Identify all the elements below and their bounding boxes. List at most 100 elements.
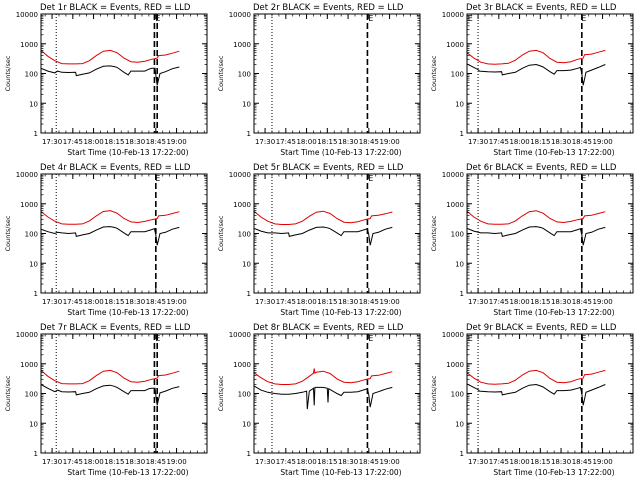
- x-tick-label: 18:00: [296, 458, 316, 466]
- detector-panel: Det 2r BLACK = Events, RED = LLD Counts/s…: [217, 3, 421, 157]
- detector-panel: Det 5r BLACK = Events, RED = LLD Counts/s…: [217, 163, 421, 317]
- y-tick-label: 10000: [16, 331, 38, 339]
- y-tick-label: 10000: [442, 11, 464, 19]
- x-tick-label: 18:45: [359, 298, 379, 306]
- x-tick-label: 17:45: [489, 298, 509, 306]
- x-tick-label: 17:30: [42, 458, 62, 466]
- event-marker-label: E: [581, 14, 586, 23]
- events-series-line: [254, 385, 393, 410]
- y-axis-label: Counts/sec: [217, 375, 225, 411]
- y-tick-label: 1: [34, 130, 38, 138]
- detector-panel: Det 8r BLACK = Events, RED = LLD Counts/s…: [217, 323, 421, 477]
- plot-area: [41, 174, 180, 293]
- x-tick-label: 17:30: [255, 138, 275, 146]
- x-axis-label: Start Time (10-Feb-13 17:22:00): [280, 308, 401, 317]
- plot-frame: [40, 13, 208, 134]
- x-tick-label: 18:45: [572, 138, 592, 146]
- event-marker-label: E: [468, 14, 473, 23]
- y-tick-label: 1000: [20, 201, 38, 209]
- x-tick-label: 17:30: [468, 458, 488, 466]
- y-tick-label: 10: [455, 420, 464, 428]
- y-tick-label: 10: [455, 100, 464, 108]
- y-tick-label: 10000: [16, 11, 38, 19]
- y-axis-label: Counts/sec: [4, 215, 12, 251]
- panel-title: Det 5r BLACK = Events, RED = LLD: [253, 163, 404, 173]
- x-tick-label: 19:00: [166, 138, 186, 146]
- x-tick-label: 18:00: [296, 298, 316, 306]
- y-tick-label: 1: [247, 450, 251, 458]
- lld-series-line: [467, 210, 606, 225]
- x-tick-label: 17:45: [489, 458, 509, 466]
- x-tick-label: 18:45: [146, 138, 166, 146]
- y-tick-label: 1: [460, 130, 464, 138]
- x-tick-label: 17:45: [276, 298, 296, 306]
- y-tick-label: 1000: [233, 41, 251, 49]
- plot-frame: [40, 333, 208, 454]
- event-marker-label: E: [368, 174, 373, 183]
- panel-title: Det 8r BLACK = Events, RED = LLD: [253, 323, 404, 333]
- event-marker-label: E: [368, 334, 373, 343]
- plot-frame: [466, 333, 634, 454]
- y-tick-label: 1: [247, 130, 251, 138]
- plot-area: [271, 14, 369, 133]
- y-tick-label: 1: [247, 290, 251, 298]
- plot-frame: [253, 13, 421, 134]
- x-axis-label: Start Time (10-Feb-13 17:22:00): [280, 148, 401, 157]
- y-tick-label: 100: [238, 391, 251, 399]
- events-series-line: [254, 226, 393, 246]
- detector-panel: Det 1r BLACK = Events, RED = LLD Counts/s…: [4, 3, 208, 157]
- y-tick-label: 100: [238, 231, 251, 239]
- x-tick-label: 18:00: [83, 298, 103, 306]
- y-tick-label: 10: [242, 260, 251, 268]
- x-tick-label: 18:30: [125, 458, 145, 466]
- y-tick-label: 1: [460, 450, 464, 458]
- x-tick-label: 17:45: [489, 138, 509, 146]
- x-tick-label: 17:45: [63, 138, 83, 146]
- y-tick-label: 1000: [233, 361, 251, 369]
- x-tick-label: 19:00: [379, 138, 399, 146]
- x-tick-label: 18:15: [104, 458, 124, 466]
- x-tick-label: 18:15: [530, 138, 550, 146]
- y-tick-label: 10: [242, 100, 251, 108]
- x-tick-label: 18:00: [296, 138, 316, 146]
- x-tick-label: 18:30: [338, 458, 358, 466]
- detector-panel: Det 9r BLACK = Events, RED = LLD Counts/s…: [430, 323, 634, 477]
- y-tick-label: 1000: [20, 361, 38, 369]
- y-tick-label: 1: [460, 290, 464, 298]
- x-axis-label: Start Time (10-Feb-13 17:22:00): [67, 468, 188, 477]
- x-tick-label: 18:45: [359, 458, 379, 466]
- y-axis-label: Counts/sec: [217, 215, 225, 251]
- y-tick-label: 1000: [446, 361, 464, 369]
- x-tick-label: 17:30: [42, 138, 62, 146]
- y-axis-label: Counts/sec: [4, 55, 12, 91]
- plot-area: [254, 334, 393, 453]
- x-tick-label: 19:00: [166, 458, 186, 466]
- event-marker-label: E: [581, 174, 586, 183]
- x-axis-label: Start Time (10-Feb-13 17:22:00): [67, 308, 188, 317]
- panel-title: Det 9r BLACK = Events, RED = LLD: [466, 323, 617, 333]
- lld-series-line: [467, 369, 606, 385]
- y-tick-label: 10: [242, 420, 251, 428]
- event-marker-label: E: [581, 334, 586, 343]
- x-tick-label: 18:15: [530, 458, 550, 466]
- y-tick-label: 10000: [229, 331, 251, 339]
- event-marker-label: E: [468, 334, 473, 343]
- detector-panel: Det 4r BLACK = Events, RED = LLD Counts/s…: [4, 163, 208, 317]
- x-tick-label: 17:30: [468, 298, 488, 306]
- x-tick-label: 17:30: [255, 458, 275, 466]
- lld-series-line: [41, 369, 180, 385]
- y-tick-label: 10000: [229, 11, 251, 19]
- x-tick-label: 17:45: [63, 298, 83, 306]
- y-axis-label: Counts/sec: [4, 375, 12, 411]
- plot-area: [467, 334, 606, 453]
- y-tick-label: 100: [25, 231, 38, 239]
- x-tick-label: 18:15: [317, 138, 337, 146]
- y-axis-label: Counts/sec: [430, 215, 438, 251]
- x-tick-label: 18:15: [317, 298, 337, 306]
- x-tick-label: 17:45: [63, 458, 83, 466]
- y-tick-label: 100: [238, 71, 251, 79]
- events-series-line: [467, 63, 606, 86]
- y-tick-label: 1: [34, 450, 38, 458]
- y-tick-label: 10000: [442, 331, 464, 339]
